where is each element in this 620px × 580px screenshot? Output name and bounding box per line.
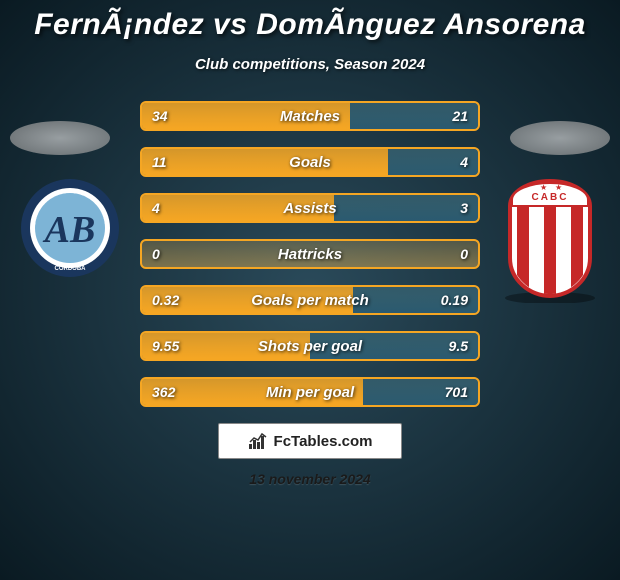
stat-bar-left (142, 103, 350, 129)
club-logo-right: CABC ★ ★ (500, 178, 600, 303)
stat-row: 0.320.19Goals per match (140, 285, 480, 315)
stat-bar-left (142, 333, 310, 359)
club-logo-left: CLUB ATLETICO BELGRANO CORDOBA AB (20, 178, 120, 278)
svg-text:CORDOBA: CORDOBA (55, 266, 87, 272)
stat-bar-right (363, 379, 478, 405)
svg-text:★: ★ (540, 183, 547, 192)
brand-badge: FcTables.com (218, 423, 402, 459)
stat-bar-left (142, 149, 388, 175)
belgrano-logo-icon: CLUB ATLETICO BELGRANO CORDOBA AB (20, 178, 120, 278)
page-subtitle: Club competitions, Season 2024 (0, 56, 620, 73)
stat-bar-left (142, 287, 353, 313)
date-text: 13 november 2024 (0, 471, 620, 487)
brand-chart-icon (248, 432, 268, 450)
player-silhouette-right (510, 121, 610, 155)
stat-row: 43Assists (140, 193, 480, 223)
svg-text:CABC: CABC (532, 192, 569, 203)
stat-bar-right (350, 103, 478, 129)
brand-text: FcTables.com (274, 433, 373, 450)
stat-row: 9.559.5Shots per goal (140, 331, 480, 361)
comparison-card: FernÃ¡ndez vs DomÃ­nguez Ansorena Club c… (0, 0, 620, 580)
stats-table: 3421Matches114Goals43Assists00Hattricks0… (140, 101, 480, 407)
barracas-logo-icon: CABC ★ ★ (500, 178, 600, 303)
stat-row: 0 0Hattricks (140, 239, 480, 269)
svg-text:AB: AB (43, 209, 96, 251)
stat-bar-left (142, 379, 363, 405)
stat-bar-right (388, 149, 478, 175)
stat-value-left: 0 (152, 241, 160, 267)
svg-text:★: ★ (555, 183, 562, 192)
stat-bar-right (353, 287, 478, 313)
stat-bar-left (142, 195, 334, 221)
stat-row: 114Goals (140, 147, 480, 177)
stat-label: Hattricks (142, 241, 478, 267)
stat-value-right: 0 (460, 241, 468, 267)
page-title: FernÃ¡ndez vs DomÃ­nguez Ansorena (0, 8, 620, 42)
stat-row: 3421Matches (140, 101, 480, 131)
stat-bar-right (310, 333, 478, 359)
player-silhouette-left (10, 121, 110, 155)
stat-bar-right (334, 195, 478, 221)
stat-row: 362701Min per goal (140, 377, 480, 407)
